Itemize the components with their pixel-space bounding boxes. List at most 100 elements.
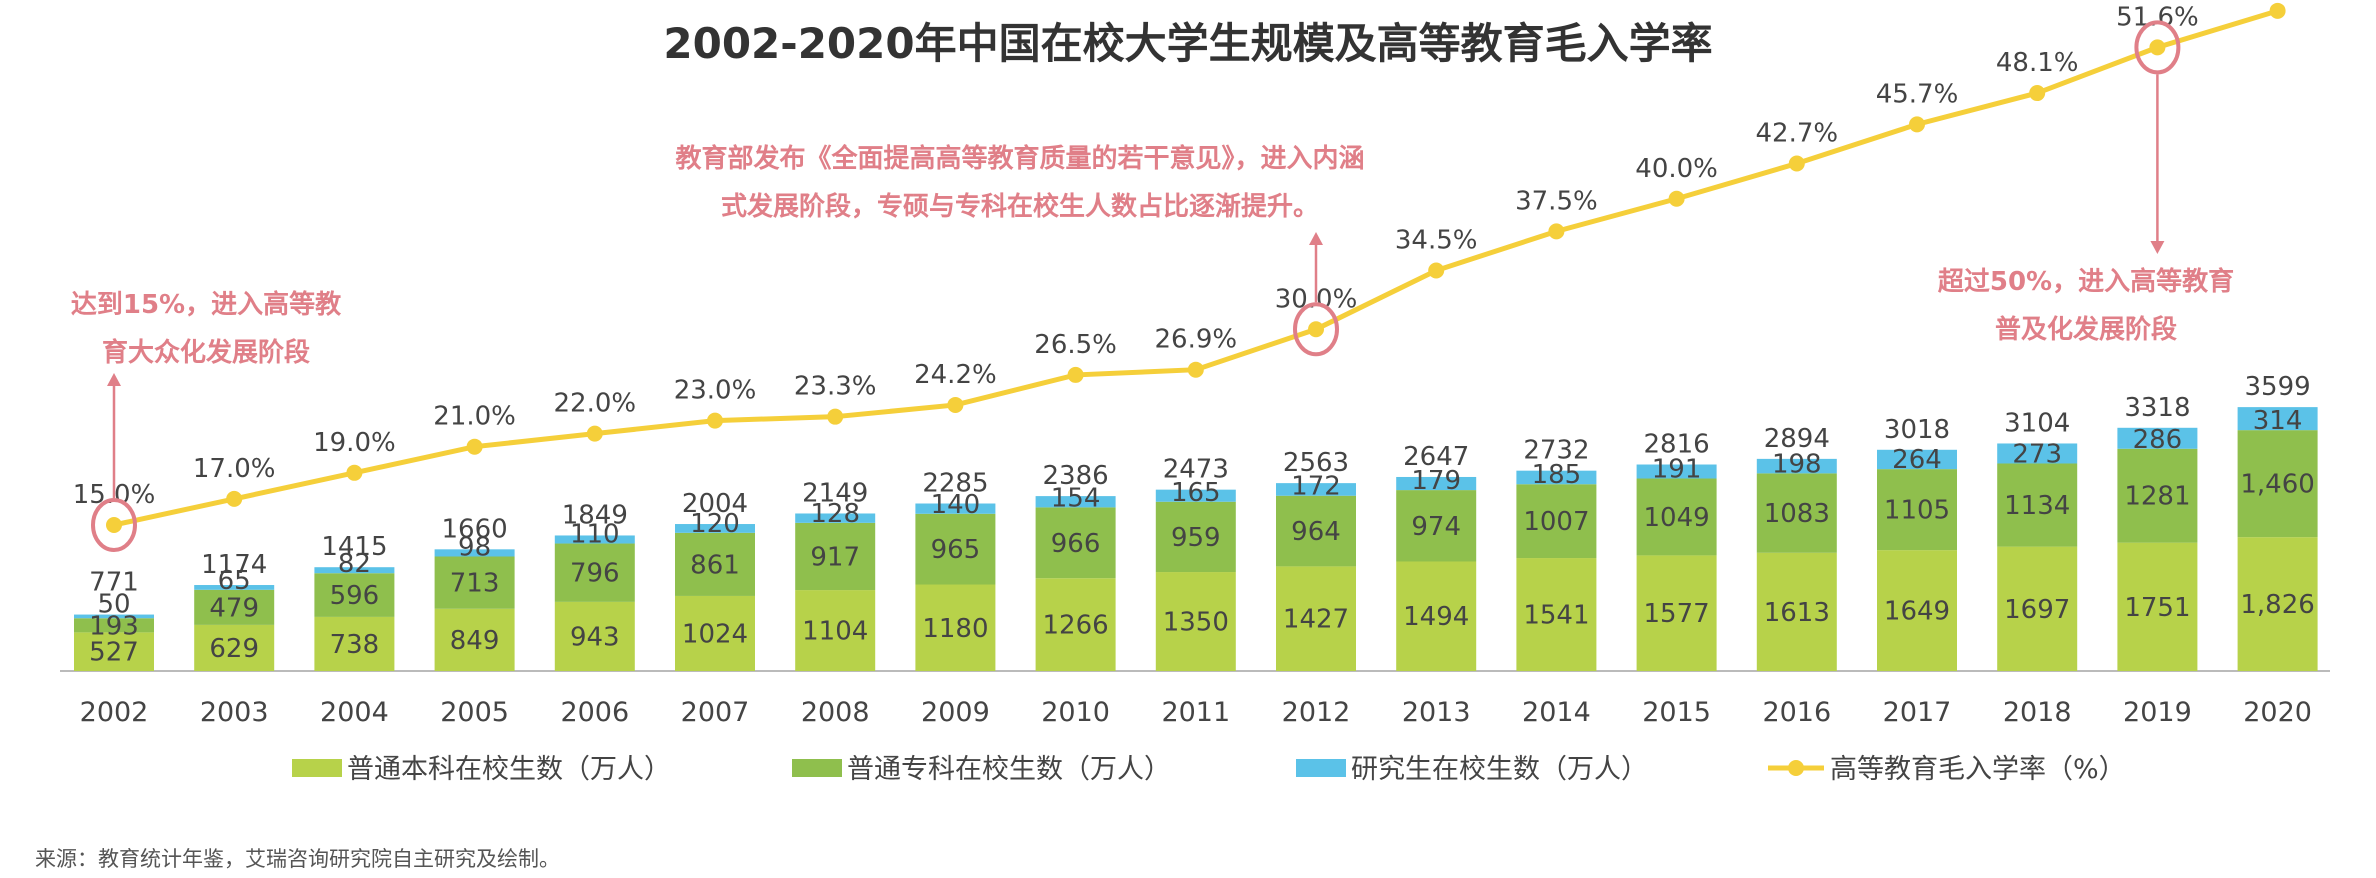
data-label: 1697 [2004, 595, 2070, 625]
bar-segment [2237, 430, 2318, 538]
rate-label: 37.5% [1515, 186, 1598, 216]
rate-point [1548, 223, 1565, 240]
bar-segment [434, 556, 515, 609]
bar-segment [795, 513, 876, 523]
data-label: 964 [1291, 517, 1341, 547]
bar-segment [1035, 496, 1116, 508]
x-tick-label: 2016 [1762, 697, 1831, 728]
bar-segment [1396, 490, 1477, 562]
data-label: 314 [2253, 406, 2303, 436]
data-label: 179 [1411, 466, 1461, 496]
data-label: 1751 [2124, 593, 2190, 623]
bar-segment [1516, 470, 1597, 485]
annotation-text: 达到15%，进入高等教 [71, 289, 341, 320]
legend-label: 普通专科在校生数（万人） [847, 754, 1171, 785]
bar-segment [1877, 550, 1957, 671]
bar-segment [434, 549, 515, 557]
total-label: 2004 [682, 489, 748, 519]
rate-point [707, 412, 723, 429]
rate-point [2029, 85, 2046, 102]
bar-segment [915, 503, 996, 514]
legend-swatch [292, 759, 342, 777]
total-label: 1174 [201, 550, 267, 580]
annotation-arrow [1309, 232, 1323, 245]
bar-segment [1155, 572, 1236, 671]
data-label: 120 [690, 509, 740, 539]
x-tick-label: 2004 [320, 697, 389, 728]
data-label: 1541 [1523, 601, 1589, 631]
data-label: 596 [330, 581, 380, 611]
x-tick-label: 2005 [440, 697, 509, 728]
bar-layer: 5271935077120026294796511742003738596821… [60, 372, 2330, 728]
total-label: 1849 [562, 500, 628, 530]
bar-segment [1997, 463, 2078, 547]
data-label: 128 [810, 499, 860, 529]
rate-label: 34.5% [1395, 226, 1478, 256]
rate-point [2149, 39, 2166, 56]
x-tick-label: 2015 [1642, 697, 1711, 728]
bar-segment [2237, 407, 2318, 431]
rate-point [466, 438, 483, 455]
rate-point [827, 408, 844, 425]
data-label: 1,826 [2240, 590, 2314, 620]
data-label: 713 [450, 569, 500, 599]
x-tick-label: 2003 [200, 697, 269, 728]
rate-label: 23.0% [674, 376, 757, 406]
bar-segment [1997, 546, 2078, 671]
bar-segment [314, 616, 395, 671]
annotation-text: 教育部发布《全面提高高等教育质量的若干意见》，进入内涵 [675, 143, 1364, 174]
x-tick-label: 2008 [801, 697, 870, 728]
rate-point [226, 490, 243, 507]
total-label: 1660 [442, 514, 508, 544]
rate-label: 51.6% [2116, 2, 2199, 32]
bar-segment [1276, 483, 1356, 496]
bar-segment [1155, 501, 1236, 573]
total-label: 3018 [1884, 415, 1950, 445]
data-label: 943 [570, 622, 620, 652]
total-label: 771 [89, 568, 139, 598]
data-label: 479 [209, 593, 259, 623]
data-label: 917 [810, 542, 860, 572]
bar-segment [194, 585, 275, 590]
data-label: 1049 [1644, 503, 1710, 533]
bar-segment [1035, 507, 1116, 579]
data-label: 796 [570, 559, 620, 589]
legend-label: 普通本科在校生数（万人） [347, 754, 671, 785]
data-label: 140 [931, 490, 981, 520]
data-label: 1281 [2124, 482, 2190, 512]
total-label: 2816 [1644, 430, 1710, 460]
data-label: 1104 [802, 617, 868, 647]
bar-segment [1516, 484, 1597, 559]
bar-segment [194, 624, 275, 671]
annotation-text: 育大众化发展阶段 [102, 337, 310, 368]
rate-point [106, 517, 122, 533]
data-label: 286 [2133, 425, 2183, 455]
data-label: 1350 [1163, 608, 1229, 638]
bar-segment [1276, 566, 1356, 671]
rate-point [586, 425, 603, 442]
rate-label: 23.3% [794, 372, 877, 402]
total-label: 2563 [1283, 448, 1349, 478]
bar-segment [1877, 469, 1957, 551]
source-note: 来源：教育统计年鉴，艾瑞咨询研究院自主研究及绘制。 [35, 847, 560, 871]
bar-segment [1396, 561, 1477, 671]
data-label: 65 [218, 566, 251, 596]
data-label: 198 [1772, 449, 1822, 479]
bar-segment [1636, 464, 1717, 479]
annotation-arrow [107, 373, 121, 386]
total-label: 2473 [1163, 455, 1229, 485]
rate-label: 24.2% [914, 360, 997, 390]
rate-point [947, 396, 964, 413]
rate-line-layer: 15.0%17.0%19.0%21.0% 22.0% 23.0% 23.3% 24.2%… [73, 2, 2286, 533]
bar-segment [1636, 555, 1717, 671]
highlight-ring [91, 498, 137, 552]
bar-segment [1756, 552, 1837, 671]
bar-segment [1636, 478, 1717, 556]
data-label: 154 [1051, 483, 1101, 513]
bar-segment [314, 573, 395, 617]
legend: 普通本科在校生数（万人） 普通专科在校生数（万人） 研究生在校生数（万人） 高等教育毛… [292, 754, 2126, 785]
legend-swatch [1296, 759, 1346, 777]
annotation-text: 超过50%，进入高等教育 [1938, 266, 2234, 297]
bar-segment [915, 513, 996, 585]
